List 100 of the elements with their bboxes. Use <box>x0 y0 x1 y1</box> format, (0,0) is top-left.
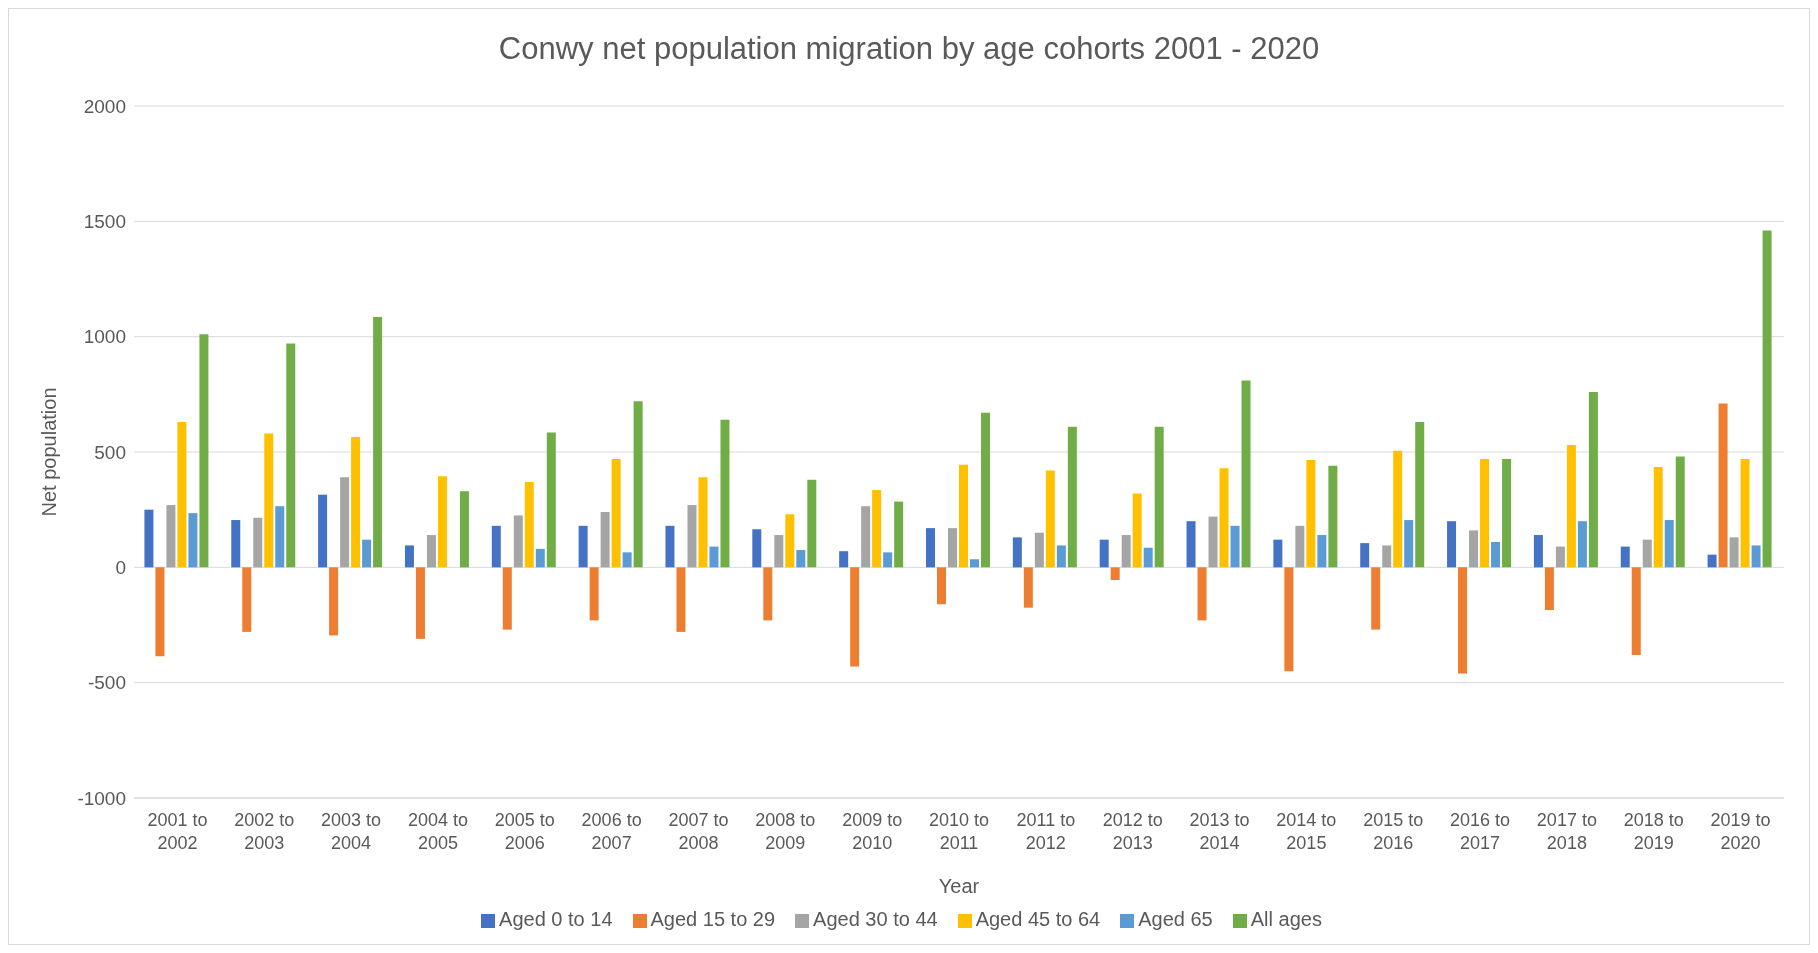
bar <box>589 567 599 621</box>
bar <box>1110 567 1120 581</box>
bar <box>720 419 730 568</box>
bar <box>1480 458 1490 568</box>
bar <box>1491 541 1501 568</box>
bar <box>1631 567 1641 655</box>
bar <box>1360 543 1370 568</box>
bar <box>546 432 556 568</box>
bar <box>242 567 252 632</box>
bar <box>1306 460 1316 568</box>
x-tick-label: 2011 to 2012 <box>1016 810 1076 853</box>
y-tick-label: -1000 <box>77 787 126 809</box>
x-tick-label: 2018 to 2019 <box>1623 810 1684 853</box>
x-tick-label: 2002 to 2003 <box>234 810 295 853</box>
bar <box>763 567 773 621</box>
bar <box>340 477 350 568</box>
x-tick-label: 2012 to 2013 <box>1102 810 1163 853</box>
bar <box>1707 554 1717 568</box>
bar <box>1273 539 1283 568</box>
bar <box>1729 537 1739 568</box>
bar <box>1012 537 1022 568</box>
bar <box>524 481 534 568</box>
bar <box>231 520 241 568</box>
bar <box>513 515 523 568</box>
bar <box>351 437 361 568</box>
bar <box>1642 539 1652 568</box>
bar <box>894 501 904 568</box>
bar <box>676 567 686 632</box>
bar <box>1099 539 1109 568</box>
bar <box>1219 468 1229 568</box>
bar <box>1566 445 1576 568</box>
bar <box>491 525 501 568</box>
bar <box>1056 545 1066 568</box>
bar <box>1533 535 1543 568</box>
bar <box>1208 516 1218 568</box>
bar <box>1045 470 1055 568</box>
legend-label: Aged 45 to 64 <box>975 908 1101 930</box>
legend-label: All ages <box>1250 908 1322 930</box>
x-tick-label: 2009 to 2010 <box>842 810 903 853</box>
bar <box>1132 493 1142 568</box>
x-tick-label: 2016 to 2017 <box>1450 810 1511 853</box>
bar <box>578 525 588 568</box>
y-tick-label: 2000 <box>83 95 126 117</box>
bar <box>437 476 447 568</box>
bar <box>459 491 469 568</box>
bar <box>1502 458 1512 568</box>
bar <box>622 552 632 568</box>
x-tick-label: 2007 to 2008 <box>668 810 729 853</box>
bar <box>253 517 263 568</box>
bar <box>883 552 893 568</box>
x-tick-label: 2017 to 2018 <box>1536 810 1597 853</box>
legend-label: Aged 15 to 29 <box>650 908 776 930</box>
bar <box>850 567 860 667</box>
legend-label: Aged 65 <box>1138 908 1213 930</box>
bar <box>1317 535 1327 568</box>
y-tick-label: 1500 <box>83 211 126 233</box>
bar <box>1154 426 1164 568</box>
bar <box>937 567 946 605</box>
x-tick-label: 2013 to 2014 <box>1189 810 1250 853</box>
bar <box>752 529 762 568</box>
bar <box>286 343 296 568</box>
bar <box>1371 567 1381 630</box>
bar <box>535 548 545 568</box>
bar <box>1034 532 1044 568</box>
bar <box>199 334 209 568</box>
bar <box>1197 567 1207 621</box>
bar <box>1469 530 1479 568</box>
chart-title: Conwy net population migration by age cohorts 2001 - 2020 <box>497 30 1321 68</box>
x-tick-label: 2010 to 2011 <box>928 810 990 853</box>
bar <box>1295 525 1305 568</box>
bar <box>948 528 957 568</box>
bar <box>502 567 512 630</box>
bar <box>177 422 187 568</box>
bar <box>861 506 871 568</box>
bar <box>1577 521 1587 568</box>
y-axis-title: Net population <box>38 387 61 517</box>
bar <box>1620 546 1630 568</box>
bar <box>404 545 414 568</box>
y-tick-label: -500 <box>87 672 126 694</box>
bar <box>633 401 643 568</box>
bar <box>1588 392 1598 568</box>
bar <box>188 513 198 568</box>
bar <box>1143 547 1153 568</box>
bar <box>1393 450 1403 568</box>
x-tick-label: 2008 to 2009 <box>755 810 816 853</box>
bar <box>264 433 274 568</box>
bar <box>807 479 817 568</box>
bar <box>796 550 806 568</box>
x-tick-label: 2001 to 2002 <box>147 810 208 853</box>
bar <box>774 535 784 568</box>
legend-label: Aged 0 to 14 <box>499 908 613 930</box>
bar <box>981 412 990 568</box>
bar <box>926 528 935 568</box>
bar <box>1382 545 1392 568</box>
y-tick-label: 500 <box>94 441 126 463</box>
bar <box>362 539 372 568</box>
bar <box>144 509 154 568</box>
bar <box>1555 546 1565 568</box>
bar <box>698 477 708 568</box>
bar <box>318 494 328 568</box>
